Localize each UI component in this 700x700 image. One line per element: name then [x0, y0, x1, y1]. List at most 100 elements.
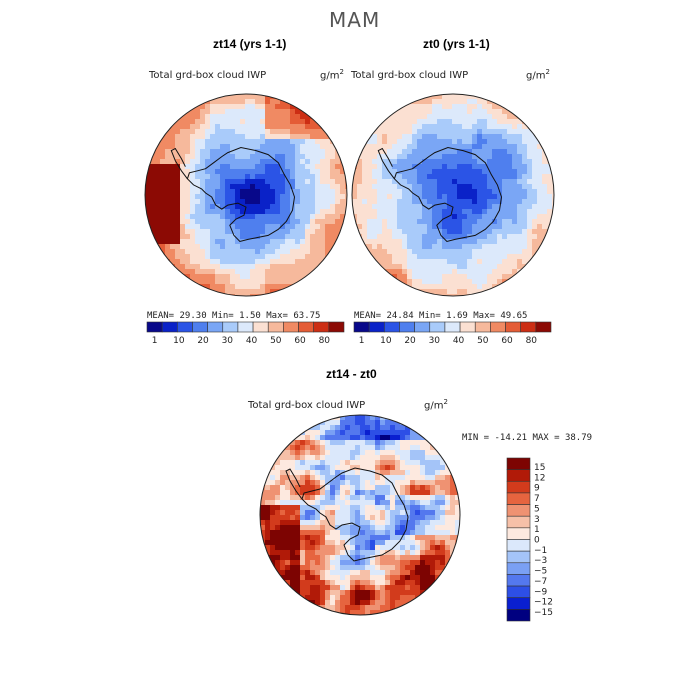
right-colorbar-swatch-10 [505, 321, 521, 333]
diff-max-label: MAX = [532, 433, 560, 443]
diff-colorbar-swatch-12 [506, 597, 531, 610]
diff-colorbar-swatch-6 [506, 527, 531, 540]
diff-colorbar-swatch-3 [506, 492, 531, 505]
right-colorbar-tick-2: 20 [404, 336, 416, 346]
left-colorbar-tick-6: 60 [294, 336, 306, 346]
left-colorbar-tick-4: 40 [246, 336, 258, 346]
diff-min-label: MIN = [462, 433, 490, 443]
diff-colorbar-tick-1: 12 [534, 473, 545, 483]
right-colorbar-swatch-12 [535, 321, 552, 333]
diff-panel-title: zt14 - zt0 [326, 367, 377, 381]
left-stats: MEAN= 29.30 Min= 1.50 Max= 63.75 [147, 311, 320, 321]
diff-colorbar-tick-6: 1 [534, 525, 540, 535]
right-units-exp: 2 [545, 68, 550, 76]
right-colorbar-swatch-4 [414, 321, 431, 333]
right-mean-value: 24.84 [386, 311, 414, 321]
left-border [144, 93, 348, 297]
right-colorbar-tick-0: 1 [359, 336, 365, 346]
right-max-value: 49.65 [500, 311, 528, 321]
diff-colorbar-swatch-11 [506, 585, 531, 599]
left-max-value: 63.75 [293, 311, 321, 321]
diff-colorbar-tick-13: −12 [534, 598, 553, 608]
left-colorbar-tick-3: 30 [222, 336, 234, 346]
left-colorbar-tick-7: 80 [319, 336, 331, 346]
right-units-base: g/m [526, 70, 546, 82]
left-units: g/m2 [320, 68, 344, 81]
right-colorbar-swatch-9 [490, 321, 506, 333]
diff-colorbar-tick-8: −1 [534, 546, 547, 556]
right-colorbar-swatch-7 [459, 321, 476, 333]
left-colorbar-tick-0: 1 [152, 336, 158, 346]
left-mean-label: MEAN= [147, 311, 175, 321]
diff-colorbar-tick-12: −9 [534, 587, 548, 597]
diff-colorbar-tick-10: −5 [534, 567, 547, 577]
left-max-label: Max= [266, 311, 288, 321]
left-colorbar-swatch-5 [222, 321, 239, 333]
diff-colorbar-tick-4: 5 [534, 504, 540, 514]
right-colorbar-swatch-6 [444, 321, 461, 333]
right-max-label: Max= [473, 311, 495, 321]
right-field-label: Total grd-box cloud IWP [351, 70, 469, 81]
left-field [145, 94, 347, 296]
right-colorbar-swatch-1 [368, 321, 385, 333]
left-colorbar-swatch-11 [313, 321, 330, 333]
left-colorbar-swatch-10 [298, 321, 314, 333]
right-colorbar-swatch-2 [384, 321, 400, 333]
right-stats: MEAN= 24.84 Min= 1.69 Max= 49.65 [354, 311, 527, 321]
diff-stats: MIN = -14.21 MAX = 38.79 [462, 433, 592, 443]
diff-colorbar-swatch-5 [506, 515, 531, 529]
diff-max-value: 38.79 [564, 433, 593, 443]
right-colorbar-swatch-0 [353, 321, 370, 333]
diff-coastline [301, 467, 409, 562]
right-colorbar-tick-4: 40 [453, 336, 465, 346]
diff-colorbar-tick-11: −7 [534, 577, 547, 587]
diff-field-label: Total grd-box cloud IWP [248, 400, 366, 411]
right-min-value: 1.69 [446, 311, 468, 321]
diff-colorbar-swatch-1 [506, 469, 531, 482]
right-colorbar-swatch-3 [399, 321, 415, 333]
diff-colorbar-tick-3: 7 [534, 494, 540, 504]
left-units-base: g/m [320, 70, 340, 82]
left-colorbar-swatch-3 [192, 321, 208, 333]
right-colorbar-swatch-8 [474, 321, 491, 333]
right-panel-title: zt0 (yrs 1-1) [423, 37, 490, 51]
right-colorbar-tick-6: 60 [501, 336, 513, 346]
diff-colorbar-tick-14: −15 [534, 608, 553, 618]
diff-units-exp: 2 [443, 398, 448, 406]
right-min-label: Min= [419, 311, 441, 321]
right-border [351, 93, 555, 297]
diff-colorbar-swatch-9 [506, 562, 531, 575]
diff-colorbar-swatch-2 [506, 480, 531, 494]
right-peninsula [377, 147, 395, 180]
left-colorbar-swatch-0 [146, 321, 163, 333]
right-coastline [393, 146, 503, 243]
diff-colorbar-tick-9: −3 [534, 556, 547, 566]
diff-colorbar-tick-5: 3 [534, 515, 540, 525]
left-colorbar-swatch-12 [328, 321, 345, 333]
left-colorbar-tick-1: 10 [173, 336, 185, 346]
left-min-value: 1.50 [239, 311, 261, 321]
left-coastline [186, 146, 296, 243]
diff-colorbar-swatch-4 [506, 504, 531, 517]
diff-units-base: g/m [424, 400, 444, 412]
left-peninsula [170, 147, 188, 180]
super-title: MAM [329, 8, 381, 32]
right-field [352, 94, 554, 296]
left-colorbar-swatch-6 [237, 321, 254, 333]
right-map [351, 93, 555, 297]
diff-min-value: -14.21 [494, 433, 528, 443]
left-colorbar-swatch-1 [161, 321, 178, 333]
diff-map [259, 414, 461, 616]
diff-peninsula [285, 468, 303, 500]
right-mean-label: MEAN= [354, 311, 382, 321]
diff-colorbar-tick-0: 15 [534, 463, 545, 473]
left-colorbar-swatch-2 [177, 321, 193, 333]
left-units-exp: 2 [339, 68, 344, 76]
diff-colorbar-swatch-10 [506, 574, 531, 587]
right-colorbar-tick-5: 50 [477, 336, 489, 346]
left-colorbar-swatch-4 [207, 321, 224, 333]
diff-colorbar-swatch-13 [506, 609, 531, 622]
diff-colorbar-swatch-8 [506, 550, 531, 564]
left-mean-value: 29.30 [179, 311, 207, 321]
